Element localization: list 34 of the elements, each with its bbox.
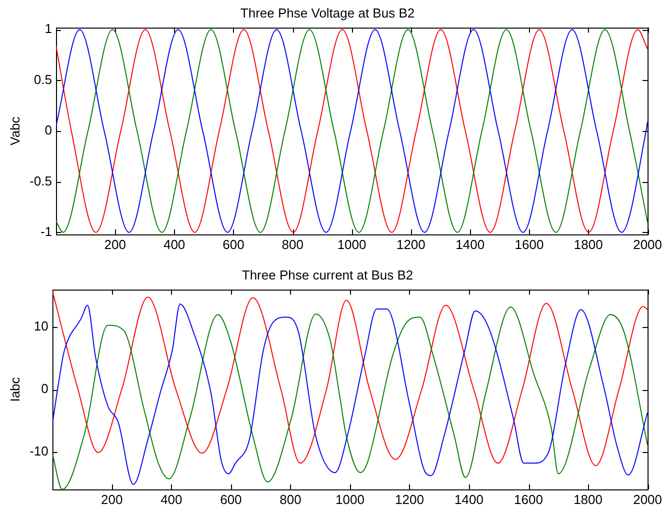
x-tick-label: 200 xyxy=(104,236,126,252)
y-tick-label: -0.5 xyxy=(30,173,52,188)
line-series xyxy=(56,29,648,233)
x-tick-label: 1400 xyxy=(456,236,485,252)
y-tick-label: 10 xyxy=(34,318,48,334)
y-tick-label: 1 xyxy=(44,21,52,36)
x-tick-label: 200 xyxy=(101,492,123,507)
x-tick-label: 1800 xyxy=(574,492,602,507)
x-tick-label: 2000 xyxy=(633,236,662,252)
chart-title: Three Phse Voltage at Bus B2 xyxy=(240,5,415,20)
y-axis-title: Vabc xyxy=(7,116,22,146)
y-tick-label: -10 xyxy=(30,444,48,459)
x-tick-label: 1200 xyxy=(396,236,426,252)
y-tick-label: 0 xyxy=(41,381,48,396)
line-series xyxy=(52,290,648,466)
x-tick-label: 600 xyxy=(222,236,244,252)
x-tick-label: 1200 xyxy=(395,492,424,507)
x-tick-label: 2000 xyxy=(633,492,662,507)
x-tick-label: 800 xyxy=(282,236,304,252)
x-tick-label: 400 xyxy=(160,492,182,507)
x-tick-label: 1400 xyxy=(454,492,484,507)
x-tick-label: 1000 xyxy=(336,492,364,507)
x-tick-label: 1600 xyxy=(514,236,544,252)
y-tick-label: -1 xyxy=(40,224,52,239)
y-axis-title: Iabc xyxy=(7,376,22,402)
x-tick-label: 1600 xyxy=(514,492,543,507)
x-tick-label: 600 xyxy=(220,492,242,507)
y-tick-label: 0.5 xyxy=(34,72,52,87)
x-tick-label: 1800 xyxy=(574,236,603,252)
x-tick-label: 400 xyxy=(163,236,186,252)
chart-title: Three Phse current at Bus B2 xyxy=(242,267,414,282)
x-tick-label: 800 xyxy=(280,492,302,507)
x-tick-label: 1000 xyxy=(337,236,366,252)
y-tick-label: 0 xyxy=(44,122,52,138)
